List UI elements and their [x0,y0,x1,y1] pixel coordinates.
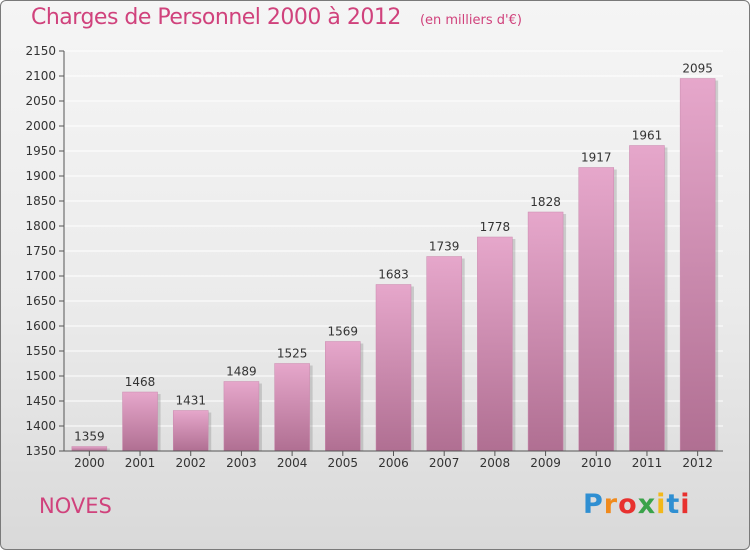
data-label: 1961 [632,129,663,143]
bar [71,446,108,452]
data-label: 1569 [328,325,359,339]
bar [172,410,209,452]
data-label: 1468 [125,375,156,389]
y-tick-label: 1500 [25,369,56,383]
x-tick-label: 2000 [74,456,105,470]
y-tick-label: 1350 [25,444,56,458]
bar [375,284,412,452]
x-tick-label: 2012 [682,456,713,470]
brand-letter: r [603,489,619,520]
bar [527,211,564,452]
x-axis-ticks: 2000 2001 2002 2003 2004 2005 2006 2007 2008 2009… [64,450,723,470]
data-label: 1778 [480,220,511,234]
bar [122,391,158,452]
x-tick-label: 2004 [277,456,308,470]
bars [71,78,719,452]
brand-letter: x [637,489,657,520]
y-tick-label: 1550 [25,344,56,358]
y-tick-label: 1750 [25,244,56,258]
y-tick-label: 1850 [25,194,56,208]
y-tick-label: 1650 [25,294,56,308]
bar [477,236,513,452]
data-label: 1489 [226,365,257,379]
bar [629,145,665,452]
brand-letter: o [618,489,638,520]
y-tick-label: 1450 [25,394,56,408]
data-label: 1917 [581,151,612,165]
x-tick-label: 2007 [429,456,460,470]
y-tick-label: 2050 [25,94,56,108]
brand-letter: i [680,489,691,520]
brand-letter: P [583,489,604,520]
bar [426,256,462,452]
bar [325,341,361,452]
brand-letter: t [666,489,681,520]
y-tick-label: 1950 [25,144,56,158]
brand-letter: i [656,489,667,520]
town-name: NOVES [39,494,112,518]
x-tick-label: 2010 [581,456,612,470]
data-label: 1431 [175,394,206,408]
y-tick-label: 2150 [25,44,56,58]
chart-title: Charges de Personnel 2000 à 2012 [31,5,401,30]
data-label: 2095 [682,62,713,76]
x-tick-label: 2006 [378,456,409,470]
proxiti-logo: Proxiti [583,489,691,520]
title-row: Charges de Personnel 2000 à 2012 (en mil… [31,5,522,30]
bar [223,381,260,452]
y-tick-label: 1600 [25,319,56,333]
y-tick-label: 2100 [25,69,56,83]
data-label: 1525 [277,347,308,361]
y-tick-label: 1400 [25,419,56,433]
y-tick-label: 1800 [25,219,56,233]
y-tick-label: 1900 [25,169,56,183]
data-label: 1683 [378,268,409,282]
data-labels: 1359 1468 1431 1489 1525 1569 1683 1739 1778 1828… [74,62,713,444]
x-tick-label: 2001 [125,456,156,470]
bar [679,78,716,452]
data-label: 1828 [530,195,561,209]
chart-subtitle: (en milliers d'€) [419,13,522,28]
x-tick-label: 2008 [480,456,511,470]
x-tick-label: 2011 [632,456,663,470]
bar [578,167,615,452]
data-label: 1359 [74,430,105,444]
data-label: 1739 [429,240,460,254]
bar [274,363,310,452]
x-tick-label: 2003 [226,456,257,470]
y-axis-ticks: 1350 1400 1450 1500 1550 1600 1650 1700 1750 1800… [25,44,65,458]
y-tick-label: 2000 [25,119,56,133]
y-tick-label: 1700 [25,269,56,283]
x-tick-label: 2005 [328,456,359,470]
x-tick-label: 2002 [175,456,206,470]
x-tick-label: 2009 [530,456,561,470]
